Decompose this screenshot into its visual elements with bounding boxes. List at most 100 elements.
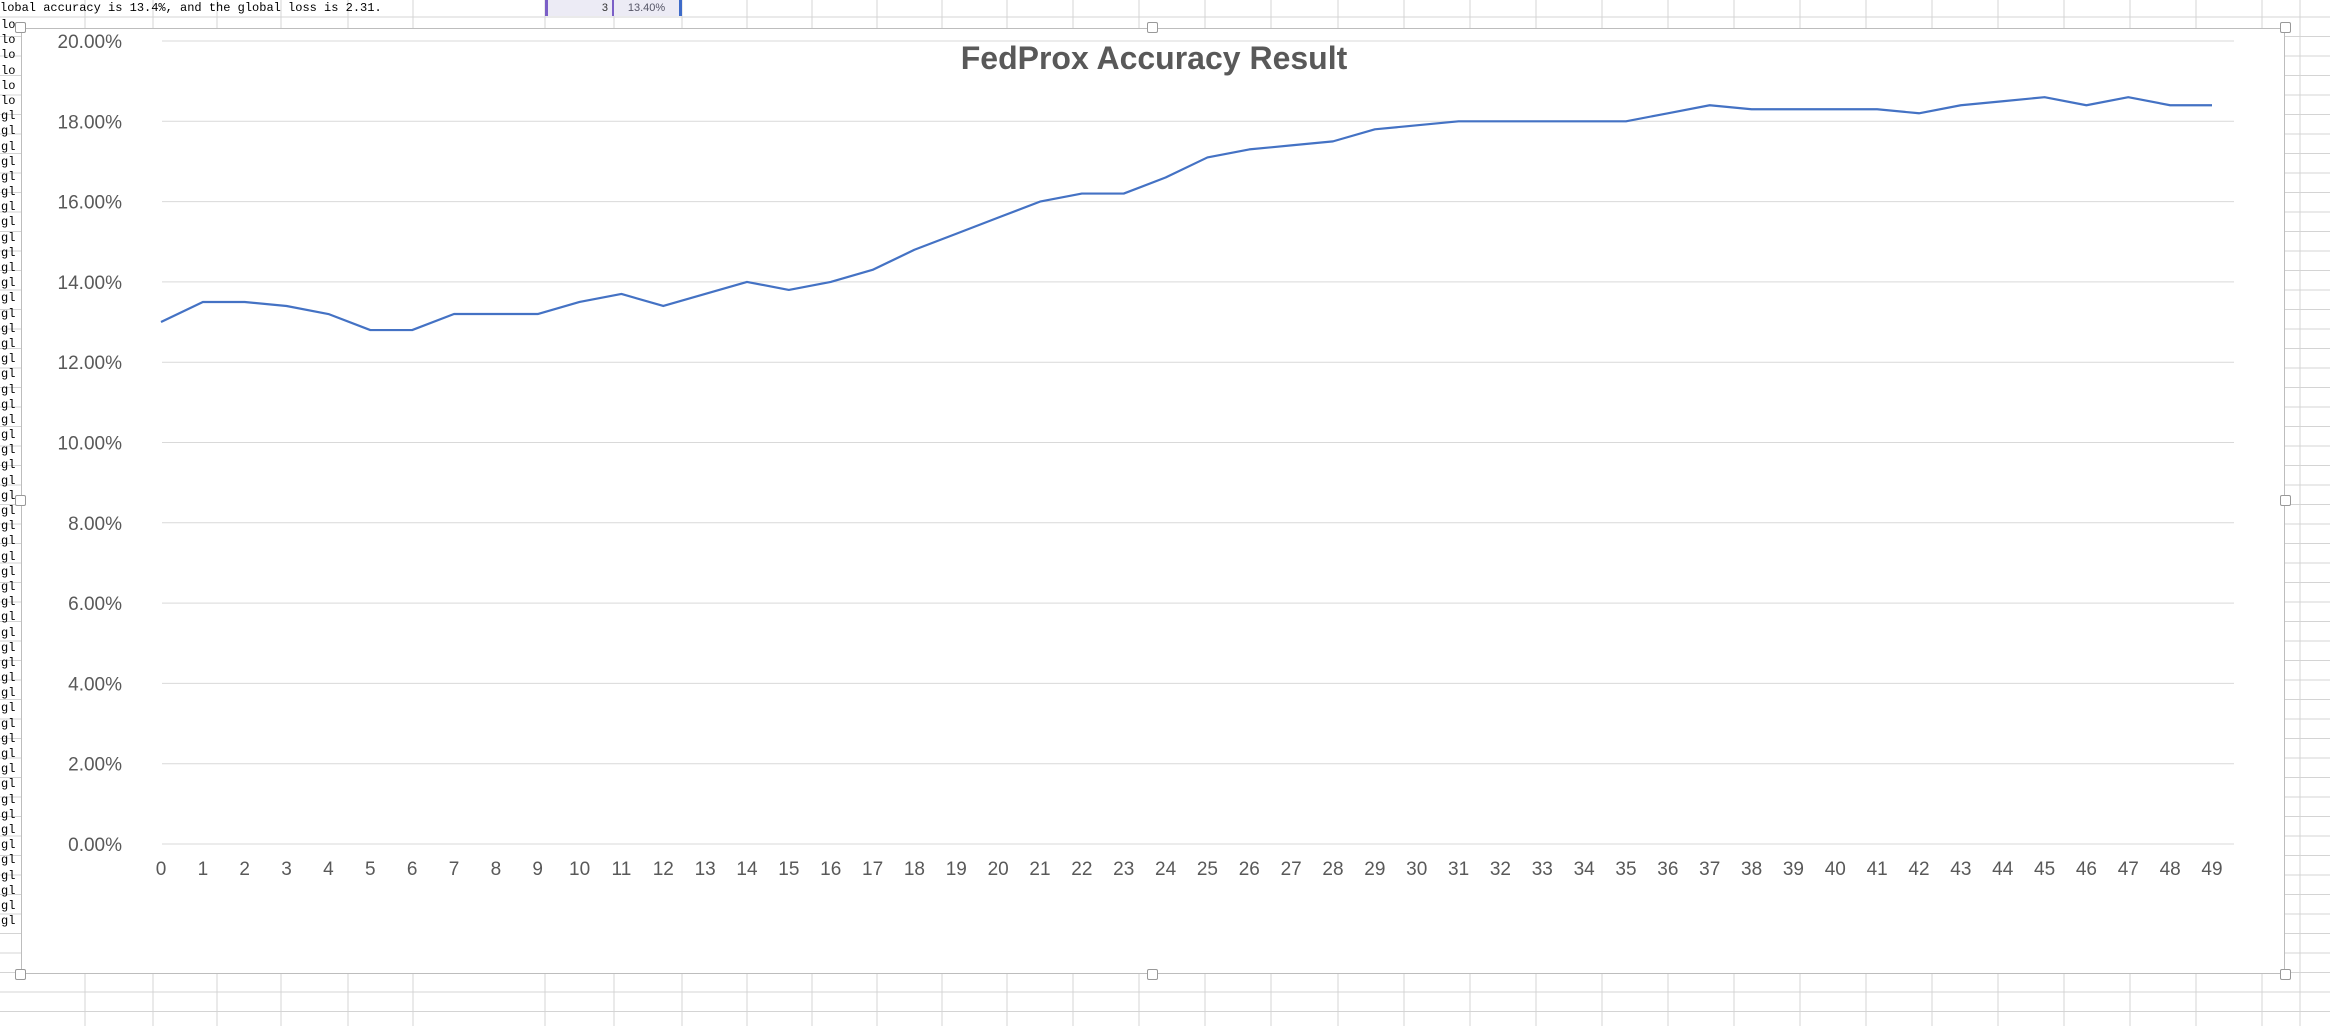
cell-text-fragment[interactable]: lo: [1, 18, 16, 32]
cell-text-fragment[interactable]: gl: [1, 686, 16, 701]
cell-text-fragment[interactable]: gl: [1, 276, 16, 291]
cell-text-fragment[interactable]: gl: [1, 868, 16, 883]
cell-text-fragment[interactable]: gl: [1, 564, 16, 579]
cell-text-fragment[interactable]: gl: [1, 671, 16, 686]
cell-text-fragment[interactable]: gl: [1, 230, 16, 245]
cell-text-fragment[interactable]: gl: [1, 838, 16, 853]
x-tick-label: 12: [653, 859, 674, 880]
cell-text-fragment[interactable]: gl: [1, 443, 16, 458]
cell-text-fragment[interactable]: gl: [1, 352, 16, 367]
cell-text-fragment[interactable]: gl: [1, 610, 16, 625]
x-tick-label: 1: [198, 859, 209, 880]
cell-text-fragment[interactable]: gl: [1, 883, 16, 898]
chart-object[interactable]: 0.00% 2.00% 4.00% 6.00% 8.00% 10.00% 12.00% 14.…: [21, 28, 2285, 974]
cell-text-fragment[interactable]: gl: [1, 200, 16, 215]
y-tick-label: 8.00%: [68, 514, 122, 535]
cell-text-fragment[interactable]: lo: [1, 33, 16, 48]
cell-text-fragment[interactable]: gl: [1, 382, 16, 397]
cell-text-fragment[interactable]: gl: [1, 534, 16, 549]
cell-text-fragment[interactable]: gl: [1, 640, 16, 655]
cell-text-fragment[interactable]: gl: [1, 397, 16, 412]
cell-text-fragment[interactable]: gl: [1, 412, 16, 427]
cell-text-fragment[interactable]: gl: [1, 777, 16, 792]
cell-text-fragment[interactable]: gl: [1, 762, 16, 777]
resize-handle-bottom-right[interactable]: [2280, 969, 2291, 980]
cell-text-fragment[interactable]: gl: [1, 321, 16, 336]
sheet-top-row[interactable]: lobal accuracy is 13.4%, and the global …: [0, 0, 560, 16]
cell-text-fragment[interactable]: lo: [1, 48, 16, 63]
cell-text-fragment[interactable]: gl: [1, 215, 16, 230]
cell-text-fragment[interactable]: gl: [1, 807, 16, 822]
cell-text-fragment[interactable]: gl: [1, 245, 16, 260]
cell-text-fragment[interactable]: gl: [1, 716, 16, 731]
x-tick-label: 27: [1281, 859, 1302, 880]
resize-handle-bottom-middle[interactable]: [1147, 969, 1158, 980]
x-tick-label: 4: [323, 859, 334, 880]
x-tick-label: 18: [904, 859, 925, 880]
x-tick-label: 25: [1197, 859, 1218, 880]
cell-text-fragment[interactable]: gl: [1, 822, 16, 837]
y-tick-label: 10.00%: [58, 434, 123, 455]
selected-cell-accuracy[interactable]: 13.40%: [614, 0, 682, 16]
cell-text-fragment[interactable]: gl: [1, 169, 16, 184]
cell-text-fragment[interactable]: gl: [1, 504, 16, 518]
x-tick-label: 2: [239, 859, 250, 880]
x-tick-label: 35: [1615, 859, 1636, 880]
x-tick-label: 47: [2118, 859, 2139, 880]
cell-text-fragment[interactable]: gl: [1, 336, 16, 351]
y-tick-label: 2.00%: [68, 755, 122, 776]
cell-text-fragment[interactable]: gl: [1, 109, 16, 124]
cell-text-fragment[interactable]: lo: [1, 93, 16, 108]
x-tick-label: 7: [449, 859, 460, 880]
cell-text-fragment[interactable]: gl: [1, 367, 16, 382]
sheet-left-column: lo lo lo lo lo lo gl gl gl gl gl gl gl gl gl gl gl gl gl gl…: [0, 18, 22, 938]
x-tick-label: 15: [778, 859, 799, 880]
cell-text-fragment[interactable]: gl: [1, 914, 16, 929]
y-tick-label: 0.00%: [68, 835, 122, 856]
cell-text-fragment[interactable]: gl: [1, 291, 16, 306]
cell-text-fragment[interactable]: gl: [1, 261, 16, 275]
cell-text-fragment[interactable]: gl: [1, 139, 16, 154]
x-tick-label: 20: [988, 859, 1009, 880]
cell-text-fragment[interactable]: gl: [1, 701, 16, 716]
cell-text-fragment[interactable]: gl: [1, 458, 16, 473]
x-tick-label: 5: [365, 859, 376, 880]
resize-handle-top-middle[interactable]: [1147, 22, 1158, 33]
resize-handle-top-left[interactable]: [15, 22, 26, 33]
x-tick-label: 49: [2201, 859, 2222, 880]
cell-text-fragment[interactable]: gl: [1, 579, 16, 594]
selected-cell-round[interactable]: 3: [545, 0, 614, 16]
resize-handle-middle-right[interactable]: [2280, 495, 2291, 506]
x-tick-label: 28: [1322, 859, 1343, 880]
cell-text-fragment[interactable]: gl: [1, 655, 16, 670]
cell-text-fragment[interactable]: gl: [1, 519, 16, 534]
cell-text-fragment[interactable]: gl: [1, 549, 16, 564]
x-tick-label: 8: [491, 859, 502, 880]
x-tick-label: 43: [1950, 859, 1971, 880]
y-tick-label: 14.00%: [58, 273, 123, 294]
cell-text-fragment[interactable]: gl: [1, 898, 16, 913]
cell-text-fragment[interactable]: gl: [1, 731, 16, 746]
x-tick-label: 22: [1071, 859, 1092, 880]
cell-text-fragment[interactable]: gl: [1, 154, 16, 169]
resize-handle-middle-left[interactable]: [15, 495, 26, 506]
cell-text-fragment[interactable]: gl: [1, 595, 16, 610]
x-tick-label: 40: [1825, 859, 1846, 880]
resize-handle-bottom-left[interactable]: [15, 969, 26, 980]
cell-text-log-line[interactable]: lobal accuracy is 13.4%, and the global …: [0, 1, 382, 15]
cell-text-fragment[interactable]: gl: [1, 792, 16, 807]
x-tick-label: 42: [1908, 859, 1929, 880]
cell-text-fragment[interactable]: gl: [1, 185, 16, 200]
cell-text-fragment[interactable]: gl: [1, 124, 16, 139]
cell-text-fragment[interactable]: gl: [1, 747, 16, 761]
x-tick-label: 11: [612, 859, 632, 880]
cell-text-fragment[interactable]: lo: [1, 78, 16, 93]
cell-text-fragment[interactable]: gl: [1, 488, 16, 503]
cell-text-fragment[interactable]: gl: [1, 853, 16, 868]
cell-text-fragment[interactable]: gl: [1, 428, 16, 443]
cell-text-fragment[interactable]: gl: [1, 625, 16, 640]
cell-text-fragment[interactable]: lo: [1, 63, 16, 78]
cell-text-fragment[interactable]: gl: [1, 473, 16, 488]
resize-handle-top-right[interactable]: [2280, 22, 2291, 33]
cell-text-fragment[interactable]: gl: [1, 306, 16, 321]
